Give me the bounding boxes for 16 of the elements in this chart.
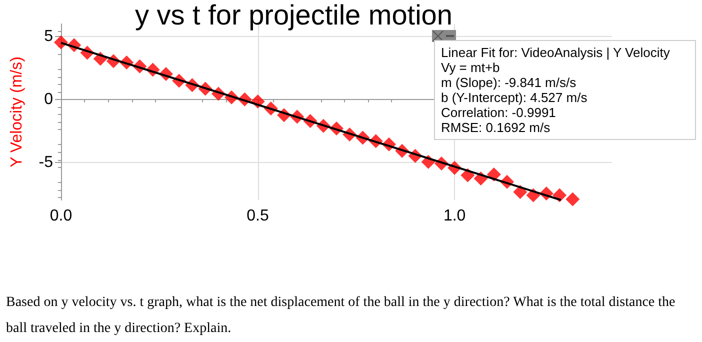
annotation: m (Slope): -9.841 m/s/s bbox=[441, 75, 578, 90]
text: Based on y velocity vs. t graph, what is the net displacement of the ball in the y direction? What is the total distance the ball traveled in the y direction? Explain. bbox=[6, 294, 676, 338]
y-tick-label: 0 bbox=[44, 90, 54, 108]
annotation: b (Y-Intercept): 4.527 m/s bbox=[441, 90, 588, 105]
point bbox=[566, 192, 580, 206]
y-tick-label: 5 bbox=[44, 28, 54, 46]
y-tick-label: -5 bbox=[38, 154, 54, 171]
annotation: Correlation: -0.9991 bbox=[441, 105, 557, 120]
annotation: RMSE: 0.1692 m/s bbox=[441, 120, 552, 135]
x-tick-label: 0.5 bbox=[246, 208, 270, 224]
x-tick-label: 1.0 bbox=[443, 208, 466, 224]
y-axis-title: Y Velocity (m/s) bbox=[8, 56, 26, 168]
x-tick-label: 0.0 bbox=[50, 208, 72, 224]
annotation: Linear Fit for: VideoAnalysis | Y Velocity bbox=[441, 45, 671, 60]
annotation: Vy = mt+b bbox=[441, 60, 501, 75]
chart-title: y vs t for projectile motion bbox=[135, 0, 452, 30]
